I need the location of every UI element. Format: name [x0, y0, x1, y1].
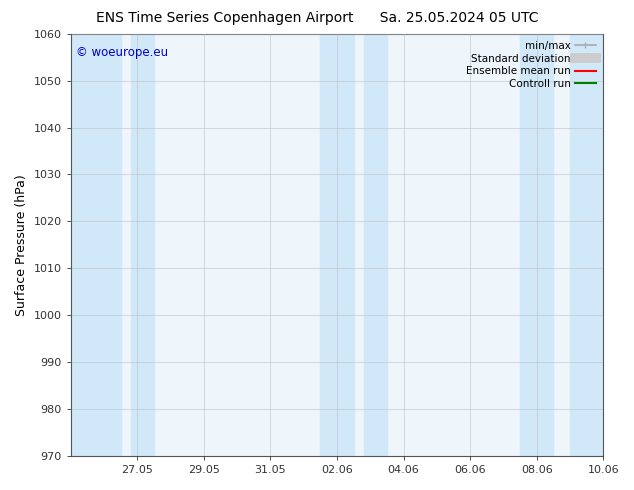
Legend: min/max, Standard deviation, Ensemble mean run, Controll run: min/max, Standard deviation, Ensemble me…	[464, 39, 598, 91]
Bar	[570, 34, 603, 456]
Bar	[131, 34, 154, 456]
Bar	[363, 34, 387, 456]
Text: © woeurope.eu: © woeurope.eu	[76, 47, 168, 59]
Text: ENS Time Series Copenhagen Airport      Sa. 25.05.2024 05 UTC: ENS Time Series Copenhagen Airport Sa. 2…	[96, 11, 538, 25]
Bar	[520, 34, 553, 456]
Bar	[71, 34, 120, 456]
Y-axis label: Surface Pressure (hPa): Surface Pressure (hPa)	[15, 174, 28, 316]
Bar	[320, 34, 354, 456]
